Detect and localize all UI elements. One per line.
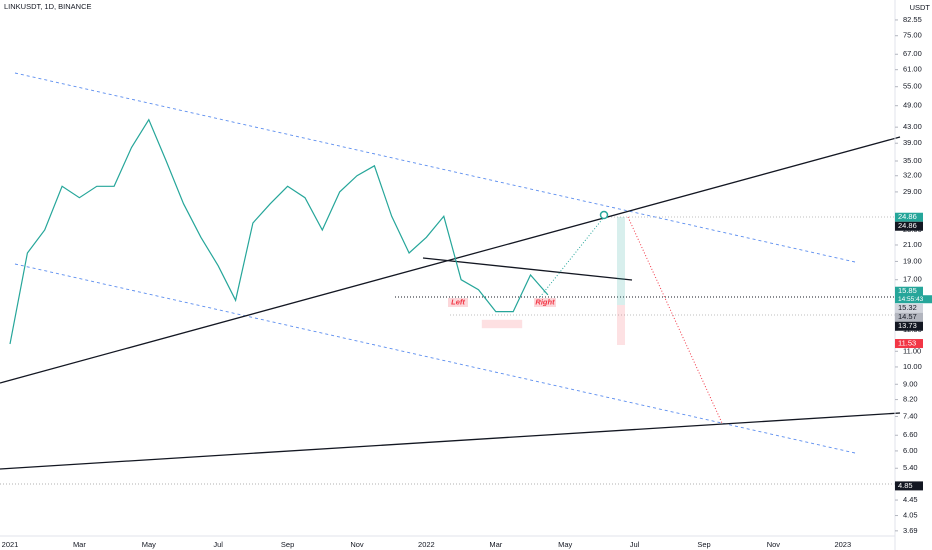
countdown: 14:55:43 [898, 296, 924, 303]
x-tick-label: 2023 [834, 540, 851, 549]
neckline [422, 257, 633, 281]
target-marker [599, 210, 609, 220]
y-tick-label: 7.40 [903, 411, 918, 420]
shoulder-box [481, 319, 523, 329]
y-tick-label: 49.00 [903, 101, 922, 110]
x-tick-label: May [142, 540, 156, 549]
price-label: 4.85 [898, 481, 913, 490]
price-label: 24.86 [898, 212, 917, 221]
trend-line [0, 136, 901, 384]
price-label-bg [895, 286, 923, 296]
chart-title: LINKUSDT, 1D, BINANCE [4, 2, 92, 11]
x-tick-label: Nov [350, 540, 364, 549]
x-tick-label: Nov [767, 540, 781, 549]
y-tick-label: 6.60 [903, 430, 918, 439]
price-label: 15.32 [898, 303, 917, 312]
annotation: Right [535, 297, 555, 306]
price-label-bg [895, 481, 923, 491]
countdown-bg [895, 295, 932, 304]
y-tick-label: 11.00 [903, 346, 921, 355]
unit-label: USDT [910, 3, 931, 12]
y-tick-label: 8.20 [903, 395, 918, 404]
x-tick-label: 2021 [2, 540, 19, 549]
x-tick-label: Sep [697, 540, 710, 549]
x-tick-label: Mar [73, 540, 86, 549]
stop-zone [617, 305, 625, 345]
y-tick-label: 19.00 [903, 256, 922, 265]
target-zone [617, 217, 625, 305]
price-label: 15.85 [898, 286, 917, 295]
y-tick-label: 4.45 [903, 495, 918, 504]
y-tick-label: 43.00 [903, 122, 922, 131]
y-tick-label: 5.40 [903, 463, 918, 472]
price-label-bg [895, 303, 923, 313]
y-tick-label: 10.00 [903, 362, 922, 371]
x-tick-label: Jul [213, 540, 223, 549]
x-tick-label: 2022 [418, 540, 435, 549]
y-tick-label: 21.00 [903, 240, 922, 249]
y-tick-label: 55.00 [903, 82, 922, 91]
y-tick-label: 67.00 [903, 49, 922, 58]
y-tick-label: 32.00 [903, 171, 922, 180]
y-tick-label: 9.00 [903, 379, 918, 388]
y-tick-label: 61.00 [903, 65, 922, 74]
price-label-bg [895, 221, 923, 231]
y-tick-label: 29.00 [903, 187, 922, 196]
price-label: 24.86 [898, 221, 917, 230]
y-tick-label: 82.55 [903, 15, 922, 24]
price-label: 13.73 [898, 321, 917, 330]
y-tick-label: 17.00 [903, 275, 922, 284]
price-label: 11.53 [898, 339, 916, 348]
annotation: Left [451, 297, 465, 306]
y-tick-label: 35.00 [903, 156, 922, 165]
x-tick-label: Jul [630, 540, 640, 549]
projection-up [539, 216, 605, 298]
x-tick-label: May [558, 540, 572, 549]
y-tick-label: 3.69 [903, 526, 918, 535]
price-label-bg [895, 212, 923, 222]
y-tick-label: 75.00 [903, 31, 922, 40]
x-tick-label: Mar [489, 540, 502, 549]
annotation-bg [448, 298, 468, 307]
price-label-bg [895, 312, 923, 322]
x-tick-label: Sep [281, 540, 294, 549]
y-tick-label: 39.00 [903, 138, 922, 147]
price-label: 14.57 [898, 312, 917, 321]
trend-line [0, 412, 901, 470]
y-tick-label: 6.00 [903, 446, 918, 455]
price-label-bg [895, 321, 923, 331]
price-line [9, 118, 549, 345]
annotation-bg [534, 298, 556, 307]
y-tick-label: 4.05 [903, 511, 918, 520]
price-label-bg [895, 339, 923, 349]
